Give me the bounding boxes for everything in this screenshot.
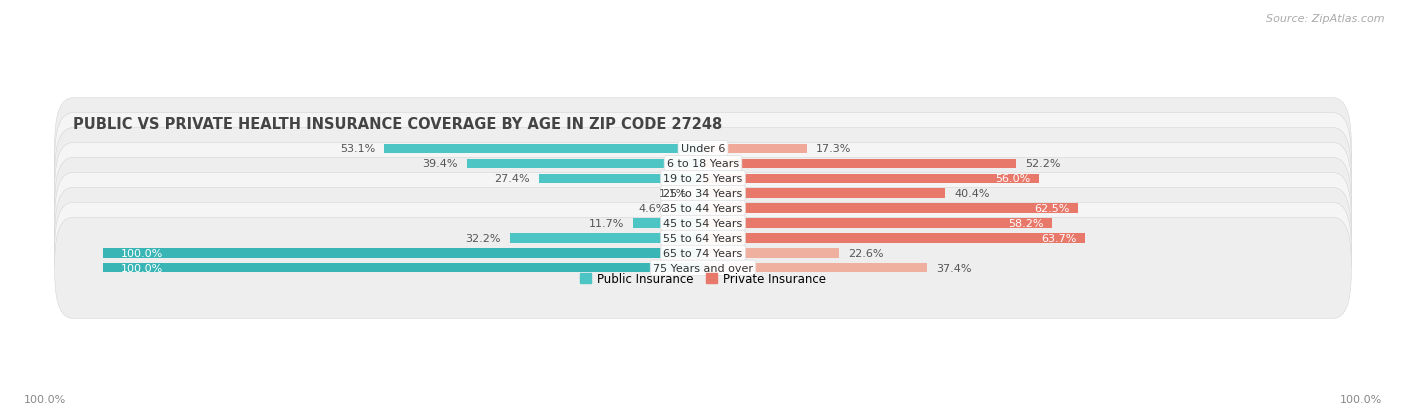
Bar xyxy=(703,219,1052,228)
Text: 19 to 25 Years: 19 to 25 Years xyxy=(664,174,742,184)
Legend: Public Insurance, Private Insurance: Public Insurance, Private Insurance xyxy=(575,268,831,290)
Text: 1.1%: 1.1% xyxy=(659,189,688,199)
Text: 45 to 54 Years: 45 to 54 Years xyxy=(664,218,742,228)
Bar xyxy=(703,204,1078,213)
Text: 100.0%: 100.0% xyxy=(121,248,163,258)
Bar xyxy=(103,249,703,258)
Bar xyxy=(103,263,703,273)
FancyBboxPatch shape xyxy=(55,128,1351,229)
Text: 55 to 64 Years: 55 to 64 Years xyxy=(664,233,742,243)
Text: 4.6%: 4.6% xyxy=(638,204,666,214)
Bar xyxy=(538,174,703,183)
Text: 58.2%: 58.2% xyxy=(1008,218,1043,228)
Text: Source: ZipAtlas.com: Source: ZipAtlas.com xyxy=(1267,14,1385,24)
Text: 32.2%: 32.2% xyxy=(465,233,501,243)
Text: 39.4%: 39.4% xyxy=(422,159,457,169)
Text: 40.4%: 40.4% xyxy=(955,189,990,199)
Bar xyxy=(703,189,945,198)
Bar xyxy=(703,263,928,273)
Bar xyxy=(703,234,1085,243)
FancyBboxPatch shape xyxy=(55,173,1351,274)
FancyBboxPatch shape xyxy=(55,203,1351,304)
Bar xyxy=(703,174,1039,183)
Text: 11.7%: 11.7% xyxy=(588,218,624,228)
Text: 37.4%: 37.4% xyxy=(936,263,972,273)
Text: 100.0%: 100.0% xyxy=(24,394,66,404)
FancyBboxPatch shape xyxy=(55,158,1351,259)
Text: 100.0%: 100.0% xyxy=(1340,394,1382,404)
Text: 17.3%: 17.3% xyxy=(815,144,851,154)
Bar xyxy=(633,219,703,228)
Text: 27.4%: 27.4% xyxy=(494,174,530,184)
Text: Under 6: Under 6 xyxy=(681,144,725,154)
Text: 75 Years and over: 75 Years and over xyxy=(652,263,754,273)
Text: PUBLIC VS PRIVATE HEALTH INSURANCE COVERAGE BY AGE IN ZIP CODE 27248: PUBLIC VS PRIVATE HEALTH INSURANCE COVER… xyxy=(73,117,723,132)
Text: 56.0%: 56.0% xyxy=(995,174,1031,184)
Text: 6 to 18 Years: 6 to 18 Years xyxy=(666,159,740,169)
FancyBboxPatch shape xyxy=(55,218,1351,318)
Text: 35 to 44 Years: 35 to 44 Years xyxy=(664,204,742,214)
Bar xyxy=(703,249,838,258)
Text: 52.2%: 52.2% xyxy=(1025,159,1062,169)
FancyBboxPatch shape xyxy=(55,114,1351,214)
Bar xyxy=(703,159,1017,169)
FancyBboxPatch shape xyxy=(55,188,1351,289)
Bar xyxy=(384,144,703,154)
Bar xyxy=(467,159,703,169)
Text: 25 to 34 Years: 25 to 34 Years xyxy=(664,189,742,199)
FancyBboxPatch shape xyxy=(55,99,1351,199)
Bar xyxy=(675,204,703,213)
Bar xyxy=(703,144,807,154)
Text: 65 to 74 Years: 65 to 74 Years xyxy=(664,248,742,258)
Bar xyxy=(510,234,703,243)
Text: 22.6%: 22.6% xyxy=(848,248,883,258)
Text: 100.0%: 100.0% xyxy=(121,263,163,273)
FancyBboxPatch shape xyxy=(55,143,1351,244)
Text: 62.5%: 62.5% xyxy=(1033,204,1069,214)
Text: 53.1%: 53.1% xyxy=(340,144,375,154)
Text: 63.7%: 63.7% xyxy=(1040,233,1077,243)
Bar xyxy=(696,189,703,198)
